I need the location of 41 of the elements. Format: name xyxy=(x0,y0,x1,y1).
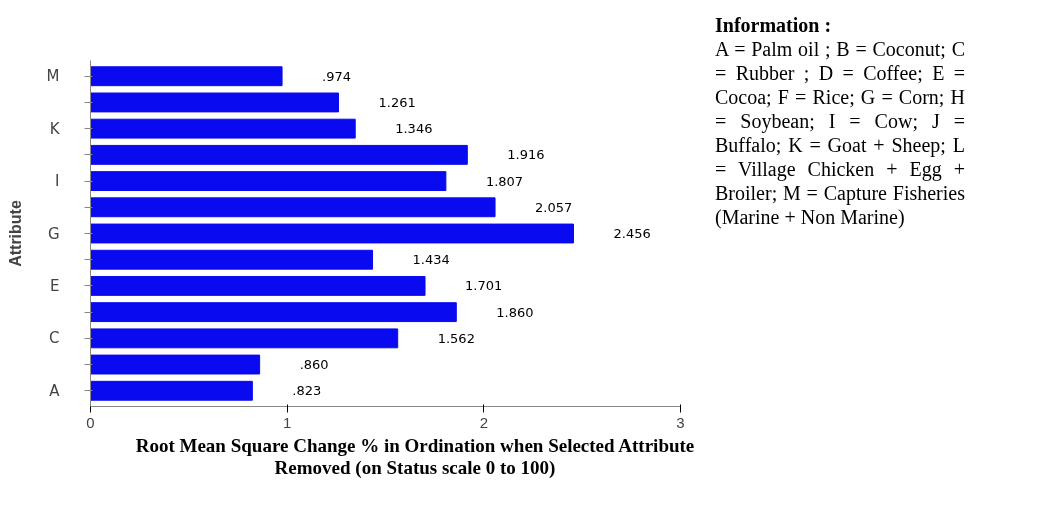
bar xyxy=(90,92,339,113)
y-tick-label: K xyxy=(49,119,61,138)
bar xyxy=(90,66,283,87)
bar xyxy=(90,328,399,349)
data-label: 1.701 xyxy=(465,278,503,294)
bar xyxy=(90,223,575,244)
text: A = Palm oil ; B = Coconut; C = Rubber ; D = Coffee; E = Cocoa; F = Rice; G = Corn; H = Soybean; I = Cow; J = Buffalo; K = Goat + Sheep; L = Village Chicken + Egg + Broiler; M = Capture Fisheries (Marine + Non Marine) xyxy=(715,38,965,228)
bar xyxy=(90,144,468,165)
x-tick-label: 1 xyxy=(283,413,292,431)
x-tick-label: 0 xyxy=(86,413,95,431)
data-label: 1.346 xyxy=(395,121,433,137)
x-tick-label: 2 xyxy=(479,413,489,431)
x-tick-label: 3 xyxy=(676,413,685,431)
bar xyxy=(90,197,496,218)
x-axis-title: Root Mean Square Change % in Ordination when Selected Attribute Removed (on Status scale 0 to 100) xyxy=(135,435,695,479)
data-label: 2.057 xyxy=(535,199,573,215)
y-tick-label: E xyxy=(50,276,60,295)
y-tick-label: M xyxy=(46,67,60,86)
y-tick-label: A xyxy=(49,381,61,400)
text: Information : xyxy=(715,14,832,36)
y-tick-label: C xyxy=(49,329,60,348)
data-label: .823 xyxy=(292,383,322,399)
data-label: 1.562 xyxy=(437,330,475,346)
data-label: 2.456 xyxy=(613,226,651,241)
bar xyxy=(90,275,426,296)
y-axis-title: Attribute xyxy=(6,200,24,267)
data-label: 1.916 xyxy=(507,147,545,163)
y-tick-label: I xyxy=(55,172,60,191)
bar xyxy=(90,354,261,375)
data-label: 1.434 xyxy=(412,252,450,268)
bar xyxy=(90,380,253,401)
bar xyxy=(90,118,356,139)
data-label: .974 xyxy=(322,68,352,84)
data-label: 1.807 xyxy=(485,173,524,189)
bar xyxy=(90,302,457,323)
data-label: 1.860 xyxy=(496,304,534,320)
y-tick-label: G xyxy=(47,224,60,243)
data-label: .860 xyxy=(299,357,329,373)
data-label: 1.261 xyxy=(378,94,416,110)
bar xyxy=(90,171,447,192)
bar xyxy=(90,249,374,270)
